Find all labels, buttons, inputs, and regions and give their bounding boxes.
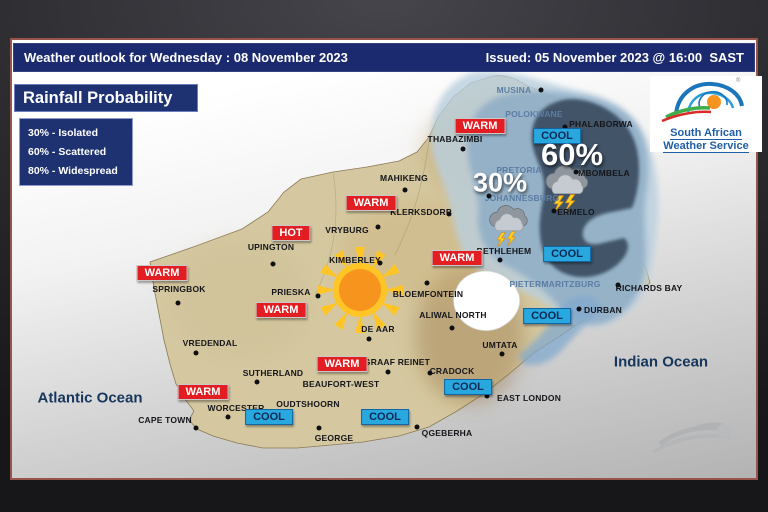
header-issued: Issued: 05 November 2023 @ 16:00 SAST xyxy=(485,50,744,65)
atlantic-ocean-label: Atlantic Ocean xyxy=(37,389,143,407)
legend-box: 30% - Isolated 60% - Scattered 80% - Wid… xyxy=(19,118,133,186)
lesotho-cutout xyxy=(453,270,521,331)
saws-logo: ® South African Weather Service xyxy=(650,76,762,153)
saws-logo-icon xyxy=(661,81,744,123)
region-coastal-light xyxy=(518,295,604,366)
registered-mark: ® xyxy=(736,78,741,84)
sun-icon xyxy=(317,247,403,333)
legend-title: Rainfall Probability xyxy=(14,84,198,112)
south-africa-map xyxy=(149,71,731,454)
legend-item-scattered: 60% - Scattered xyxy=(28,145,107,158)
indian-ocean-label: Indian Ocean xyxy=(613,353,709,371)
legend-item-widespread: 80% - Widespread xyxy=(28,165,118,178)
logo-line2: Weather Service xyxy=(663,140,749,153)
logo-line1: South African xyxy=(670,127,742,140)
header-title: Weather outlook for Wednesday : 08 Novem… xyxy=(24,50,348,65)
header-bar: Weather outlook for Wednesday : 08 Novem… xyxy=(13,43,755,72)
legend-item-isolated: 30% - Isolated xyxy=(28,126,99,139)
region-80-dark xyxy=(531,98,640,278)
watermark-logo xyxy=(652,422,731,454)
weather-map-panel: Weather outlook for Wednesday : 08 Novem… xyxy=(10,38,762,480)
